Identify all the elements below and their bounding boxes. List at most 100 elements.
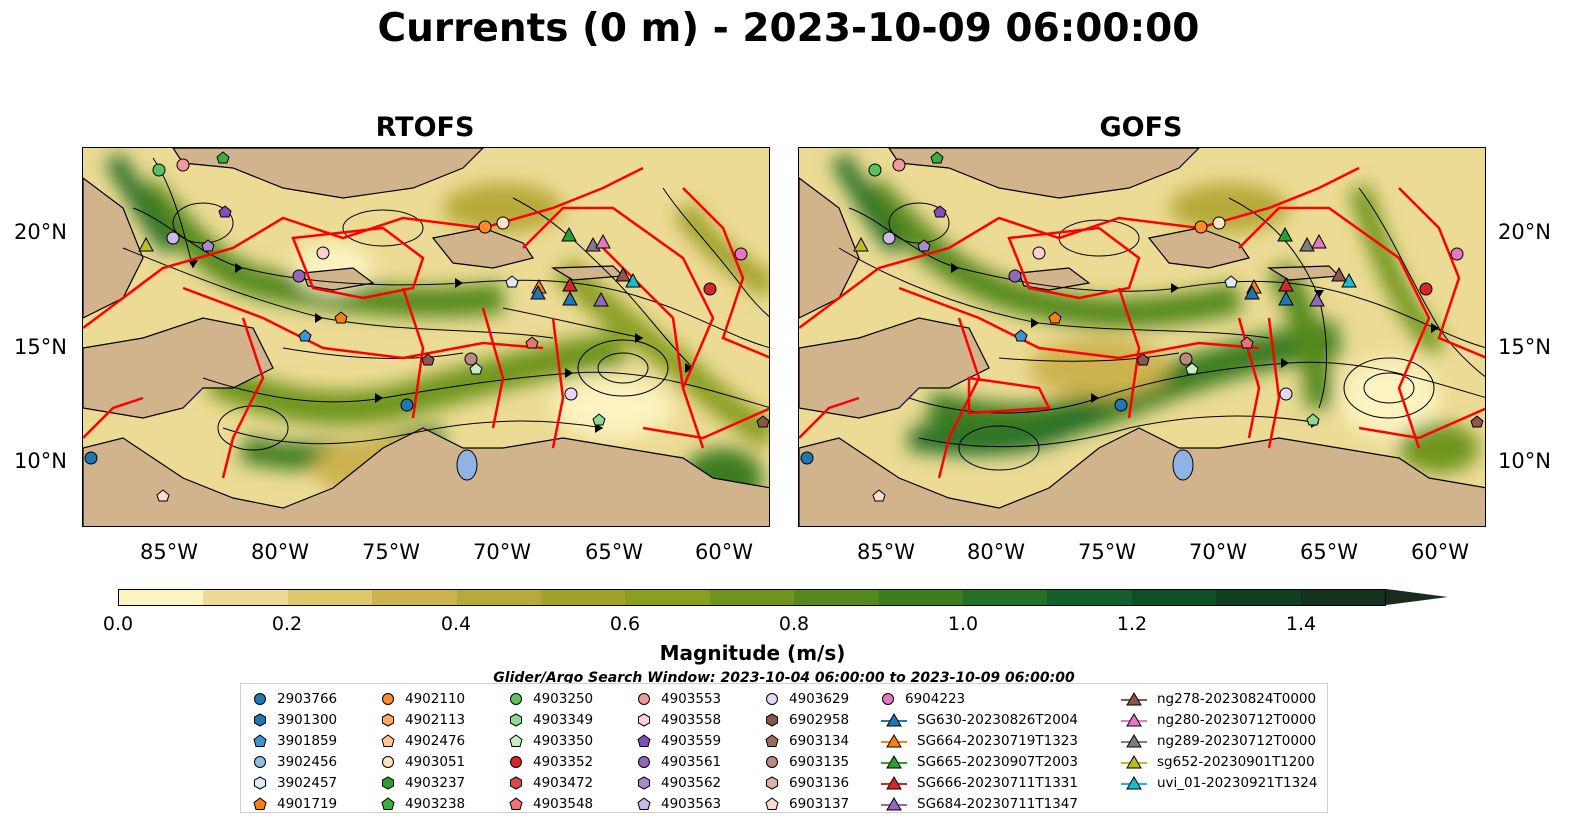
lon-tick-label: 80°W: [251, 540, 309, 564]
pentagon-marker-icon: [509, 796, 523, 810]
lon-tick-label: 65°W: [585, 540, 643, 564]
legend-item: SG630-20230826T2004: [881, 709, 1078, 730]
lat-tick-label: 15°N: [14, 335, 67, 359]
legend-item: 3902457: [253, 772, 337, 793]
legend-item-label: SG666-20230711T1331: [917, 774, 1078, 791]
triangle-line-marker-icon: [881, 796, 907, 810]
lat-tick-label: 10°N: [14, 449, 67, 473]
colorbar-swatch: [625, 590, 710, 605]
hexagon-marker-icon: [638, 712, 650, 727]
legend-item-label: uvi_01-20230921T1324: [1157, 774, 1318, 791]
legend-item: 4903629: [765, 688, 849, 709]
legend-column: 2903766 3901300 3901859 3902456 3902457 49017…: [253, 688, 337, 814]
legend-item: 3901300: [253, 709, 337, 730]
lat-tick-label: 10°N: [1498, 449, 1551, 473]
legend-item: 6903135: [765, 751, 849, 772]
legend-item: 4903562: [637, 772, 721, 793]
legend-item-label: 4903562: [661, 774, 722, 791]
legend-item: 4903349: [509, 709, 593, 730]
legend-item: 4903238: [381, 793, 465, 814]
circle-marker-icon: [510, 692, 522, 705]
legend-column: 4903250 4903349 4903350 4903352 4903472 49035…: [509, 688, 593, 814]
pentagon-marker-icon: [637, 733, 651, 747]
lon-tick-label: 60°W: [695, 540, 753, 564]
hexagon-marker-icon: [382, 712, 394, 727]
lon-tick-label: 85°W: [857, 540, 915, 564]
eez-boundaries: [83, 166, 769, 479]
hexagon-marker-icon: [254, 775, 266, 790]
legend-item: 4902110: [381, 688, 465, 709]
legend-item-label: 4903563: [661, 795, 722, 812]
colorbar-swatch: [709, 590, 795, 605]
streamline-arrows: [188, 260, 693, 433]
lon-tick-label: 70°W: [1189, 540, 1247, 564]
legend-item-label: SG664-20230719T1323: [917, 732, 1078, 749]
colorbar-tick-label: 0.2: [271, 613, 303, 635]
legend-item: ng289-20230712T0000: [1121, 730, 1317, 751]
circle-marker-icon: [382, 692, 394, 705]
legend-item: SG664-20230719T1323: [881, 730, 1078, 751]
legend-item-label: 4903250: [533, 690, 594, 707]
pentagon-marker-icon: [253, 733, 267, 747]
legend-item: 4903352: [509, 751, 593, 772]
legend-item: 4901719: [253, 793, 337, 814]
triangle-line-marker-icon: [881, 712, 907, 726]
legend-item-label: 2903766: [277, 690, 338, 707]
triangle-line-marker-icon: [881, 733, 907, 747]
legend-item-label: ng278-20230824T0000: [1157, 690, 1317, 707]
streamlines: [122, 157, 769, 451]
hexagon-marker-icon: [510, 712, 522, 727]
legend-column: 4902110 4902113 4902476 4903051 4903237 49032…: [381, 688, 465, 814]
legend-item: ng278-20230824T0000: [1121, 688, 1317, 709]
legend-item: 6903137: [765, 793, 849, 814]
lake: [456, 449, 478, 481]
legend-item-label: 6903137: [789, 795, 850, 812]
legend-item-label: sg652-20230901T1200: [1157, 753, 1315, 770]
legend-item-label: 4903238: [405, 795, 466, 812]
legend-item-label: 4903559: [661, 732, 722, 749]
colorbar-swatch: [1216, 590, 1301, 605]
colorbar-tick-label: 1.2: [1116, 613, 1148, 635]
hexagon-marker-icon: [382, 775, 394, 790]
lon-tick-label: 65°W: [1300, 540, 1358, 564]
legend-item: 3902456: [253, 751, 337, 772]
legend-item-label: ng289-20230712T0000: [1157, 732, 1317, 749]
legend-item: 6903134: [765, 730, 849, 751]
colorbar-swatch: [203, 590, 288, 605]
legend-item: SG684-20230711T1347: [881, 793, 1078, 814]
triangle-line-marker-icon: [1121, 691, 1147, 705]
lon-tick-label: 60°W: [1411, 540, 1469, 564]
legend-item-label: 3902456: [277, 753, 338, 770]
gofs-map[interactable]: [798, 147, 1486, 527]
panel-title-gofs: GOFS: [1099, 112, 1183, 143]
lat-tick-label: 15°N: [1498, 335, 1551, 359]
land-masses: [799, 148, 1485, 526]
legend-item: 4903548: [509, 793, 593, 814]
legend-item: uvi_01-20230921T1324: [1121, 772, 1317, 793]
pentagon-marker-icon: [509, 733, 523, 747]
circle-marker-icon: [254, 755, 266, 768]
rtofs-map[interactable]: [82, 147, 770, 527]
circle-marker-icon: [510, 755, 522, 768]
legend-item-label: 6902958: [789, 711, 850, 728]
colorbar-swatch: [963, 590, 1048, 605]
legend-column: 6904223 SG630-20230826T2004 SG664-20230719…: [881, 688, 1078, 814]
hexagon-marker-icon: [510, 775, 522, 790]
legend-item: 6902958: [765, 709, 849, 730]
circle-marker-icon: [638, 692, 650, 705]
legend-item-label: 6903135: [789, 753, 850, 770]
triangle-line-marker-icon: [1121, 775, 1147, 789]
triangle-line-marker-icon: [1121, 733, 1147, 747]
legend-item: 4903559: [637, 730, 721, 751]
colorbar-tick-label: 0.8: [778, 613, 810, 635]
circle-marker-icon: [382, 755, 394, 768]
legend-item: 4903051: [381, 751, 465, 772]
legend-item-label: 4903051: [405, 753, 466, 770]
legend-item-label: 4903561: [661, 753, 722, 770]
colorbar-tick-label: 1.0: [947, 613, 979, 635]
float-markers: [84, 151, 769, 502]
legend-item-label: 6903136: [789, 774, 850, 791]
legend-item-label: 6903134: [789, 732, 850, 749]
lake: [1172, 449, 1194, 481]
figure-title: Currents (0 m) - 2023-10-09 06:00:00: [377, 6, 1200, 51]
